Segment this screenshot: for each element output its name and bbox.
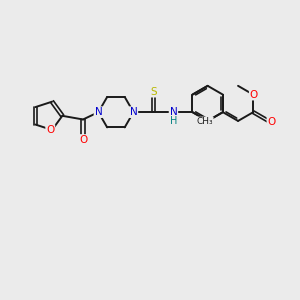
Text: O: O: [250, 90, 258, 100]
Text: N: N: [130, 107, 137, 117]
Text: O: O: [46, 125, 54, 135]
Text: O: O: [79, 135, 87, 145]
Text: N: N: [169, 106, 177, 117]
Text: H: H: [170, 116, 177, 126]
Text: CH₃: CH₃: [196, 117, 213, 126]
Text: O: O: [267, 117, 276, 127]
Text: S: S: [150, 87, 157, 97]
Text: N: N: [94, 107, 102, 117]
